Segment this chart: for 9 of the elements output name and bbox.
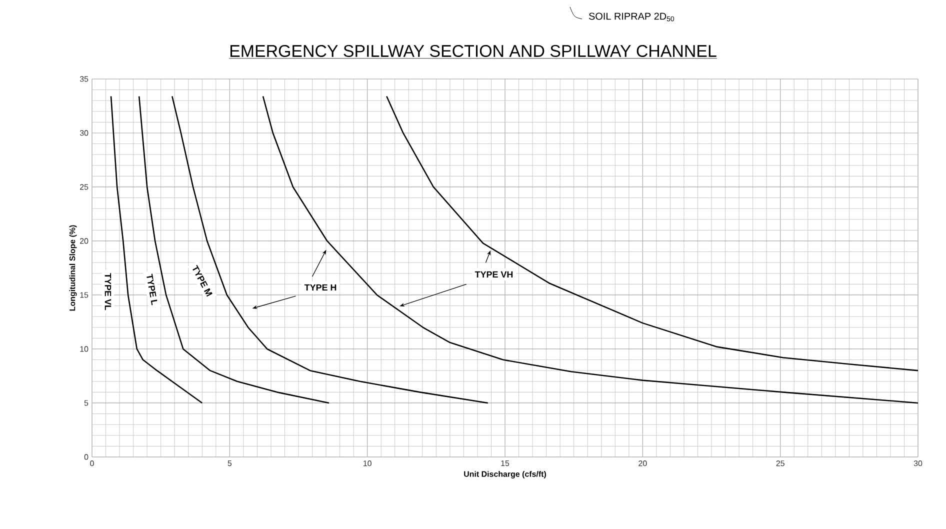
legend-label: TYPE VH [474,271,513,278]
text: TYPE H [304,284,336,291]
text: SOIL RIPRAP 2D$_{50}$ [588,12,674,22]
line-series [386,96,918,372]
chart-title: EMERGENCY SPILLWAY SECTION AND SPILLWAY CHANNEL [230,44,716,57]
line-series [262,96,918,404]
text: TYPE VL [104,273,112,310]
text: TYPE L [146,274,158,306]
line-series [138,96,330,404]
